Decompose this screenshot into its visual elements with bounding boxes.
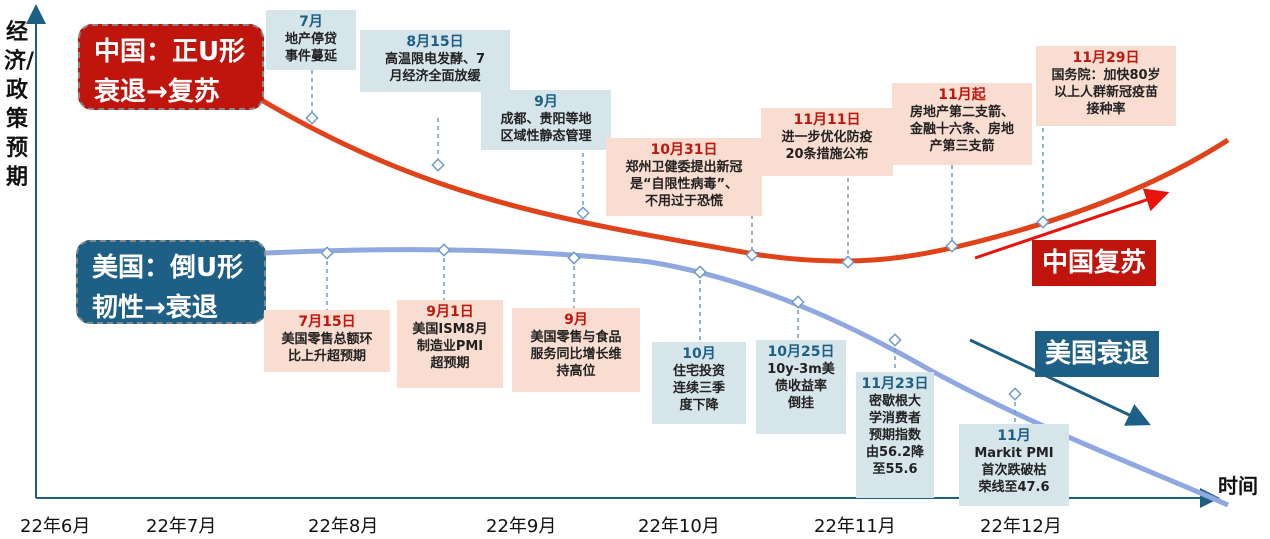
china-title-line1: 中国：正U形 (94, 37, 246, 67)
china-trend-arrow (974, 188, 1170, 260)
us-connectors (326, 250, 1016, 424)
us-event-box: 11月23日 密歇根大 学消费者 预期指数 由56.2降 至55.6 (856, 372, 934, 498)
us-event-box: 10月 住宅投资 连续三季 度下降 (652, 342, 746, 424)
china-event-box: 11月29日 国务院：加快80岁 以上人群新冠疫苗 接种率 (1036, 46, 1176, 126)
china-event-box: 10月31日 郑州卫健委提出新冠 是“自限性病毒”、 不用过于恐慌 (606, 138, 762, 216)
china-recovery-tag: 中国复苏 (1032, 240, 1157, 286)
x-tick: 22年9月 (486, 516, 557, 537)
y-axis-label: 经济/政策预期 (4, 20, 35, 190)
china-event-box: 11月11日 进一步优化防疫 20条措施公布 (761, 108, 893, 176)
x-tick: 22年12月 (980, 516, 1062, 537)
us-trend-arrow (969, 338, 1151, 426)
x-tick: 22年11月 (814, 516, 896, 537)
us-recession-tag: 美国衰退 (1035, 331, 1160, 377)
us-title-line1: 美国：倒U形 (92, 253, 244, 283)
china-curve (256, 95, 1230, 264)
china-event-box: 11月起 房地产第二支箭、 金融十六条、房地 产第三支箭 (892, 83, 1032, 165)
china-event-box: 9月 成都、贵阳等地 区域性静态管理 (481, 90, 611, 150)
china-event-box: 7月 地产停贷 事件蔓延 (266, 10, 356, 70)
curve-markers (305, 111, 1050, 401)
china-title-line2: 衰退→复苏 (94, 77, 220, 107)
us-title-line2: 韧性→衰退 (92, 293, 218, 323)
us-event-box: 11月 Markit PMI 首次跌破枯 荣线至47.6 (959, 424, 1069, 506)
us-event-box: 10月25日 10y-3m美 债收益率 倒挂 (756, 340, 846, 434)
us-event-box: 9月1日 美国ISM8月 制造业PMI 超预期 (397, 300, 503, 388)
china-title-box: 中国：正U形 衰退→复苏 (78, 24, 264, 110)
china-event-box: 8月15日 高温限电发酵、7 月经济全面放缓 (360, 30, 510, 92)
x-tick: 22年8月 (308, 516, 379, 537)
us-event-box: 9月 美国零售与食品 服务同比增长维 持高位 (512, 308, 640, 392)
us-event-box: 7月15日 美国零售总额环 比上升超预期 (264, 310, 390, 372)
x-tick: 22年7月 (146, 516, 217, 537)
x-axis-label: 时间 (1218, 474, 1258, 498)
us-title-box: 美国：倒U形 韧性→衰退 (76, 240, 266, 324)
x-tick: 22年6月 (20, 516, 91, 537)
x-tick: 22年10月 (638, 516, 720, 537)
